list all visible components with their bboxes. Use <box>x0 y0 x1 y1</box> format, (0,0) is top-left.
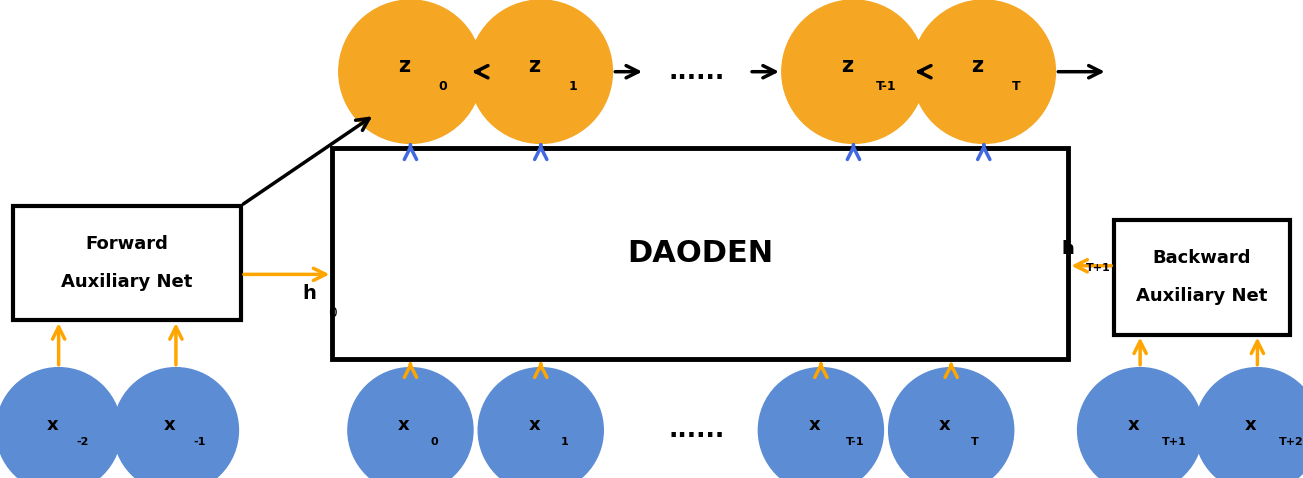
Text: x: x <box>1128 416 1139 435</box>
Ellipse shape <box>782 0 925 143</box>
Text: T: T <box>971 437 979 447</box>
Text: z: z <box>397 56 410 76</box>
Text: x: x <box>529 416 539 435</box>
Ellipse shape <box>1078 368 1203 478</box>
Text: x: x <box>1246 416 1256 435</box>
FancyBboxPatch shape <box>332 148 1068 358</box>
Text: Backward: Backward <box>1153 249 1251 267</box>
Text: T-1: T-1 <box>846 437 864 447</box>
Text: 0: 0 <box>328 306 337 320</box>
Text: z: z <box>840 56 853 76</box>
Text: z: z <box>528 56 541 76</box>
Text: -1: -1 <box>193 437 206 447</box>
Text: T: T <box>1012 79 1020 93</box>
Text: Forward: Forward <box>86 235 168 253</box>
Text: z: z <box>971 56 984 76</box>
Text: h: h <box>302 284 317 304</box>
FancyBboxPatch shape <box>1114 220 1290 335</box>
Text: x: x <box>809 416 820 435</box>
Ellipse shape <box>113 368 238 478</box>
Text: T-1: T-1 <box>876 79 896 93</box>
Text: h: h <box>1062 239 1075 258</box>
Text: 0: 0 <box>430 437 438 447</box>
Text: T+1: T+1 <box>1162 437 1186 447</box>
Ellipse shape <box>912 0 1055 143</box>
Text: DAODEN: DAODEN <box>627 239 774 268</box>
Text: 1: 1 <box>569 79 577 93</box>
Text: 1: 1 <box>560 437 568 447</box>
Ellipse shape <box>758 368 883 478</box>
Text: Auxiliary Net: Auxiliary Net <box>61 273 193 291</box>
Ellipse shape <box>339 0 482 143</box>
Text: T+2: T+2 <box>1280 437 1303 447</box>
Ellipse shape <box>1195 368 1303 478</box>
Ellipse shape <box>469 0 612 143</box>
Text: 0: 0 <box>439 79 447 93</box>
Text: ......: ...... <box>668 418 726 442</box>
Text: ......: ...... <box>668 60 726 84</box>
Text: x: x <box>939 416 950 435</box>
Text: x: x <box>47 416 57 435</box>
Text: Auxiliary Net: Auxiliary Net <box>1136 287 1268 305</box>
Text: x: x <box>399 416 409 435</box>
Ellipse shape <box>478 368 603 478</box>
Text: -2: -2 <box>76 437 89 447</box>
Text: x: x <box>164 416 175 435</box>
Text: T+1: T+1 <box>1085 263 1110 272</box>
Ellipse shape <box>0 368 121 478</box>
Ellipse shape <box>348 368 473 478</box>
Ellipse shape <box>889 368 1014 478</box>
FancyBboxPatch shape <box>13 206 241 320</box>
